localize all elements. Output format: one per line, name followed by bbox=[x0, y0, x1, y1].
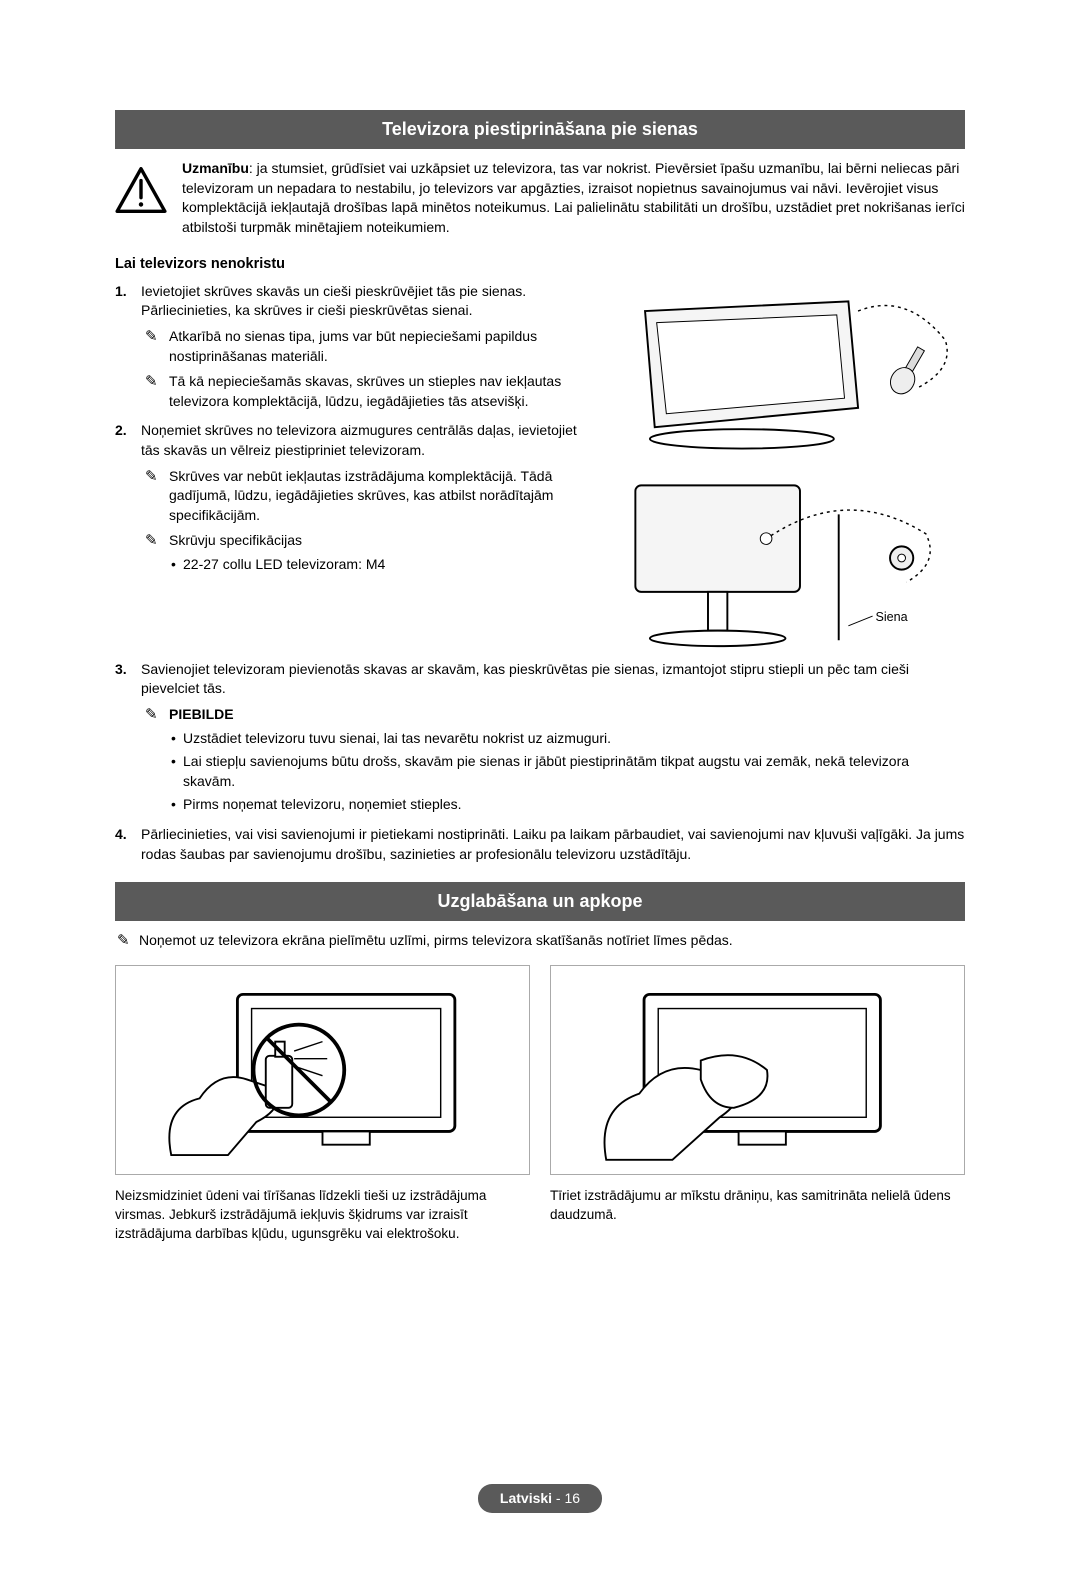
footer-page: 16 bbox=[565, 1490, 581, 1506]
caution-text: Uzmanību: ja stumsiet, grūdīsiet vai uzk… bbox=[182, 159, 965, 237]
mount-two-col: Ievietojiet skrūves skavās un cieši pies… bbox=[115, 282, 965, 660]
step-3: Savienojiet televizoram pievienotās skav… bbox=[115, 660, 965, 815]
section-header-storage: Uzglabāšana un apkope bbox=[115, 882, 965, 921]
illustration-tv-top bbox=[616, 282, 965, 456]
step-3-bullet-1: Uzstādiet televizoru tuvu sienai, lai ta… bbox=[141, 729, 965, 749]
mount-left-col: Ievietojiet skrūves skavās un cieši pies… bbox=[115, 282, 596, 660]
step-1-note-2: Tā kā nepieciešamās skavas, skrūves un s… bbox=[141, 372, 596, 411]
footer-pill: Latviski - 16 bbox=[478, 1484, 602, 1514]
illustration-tv-bottom: Siena bbox=[616, 466, 965, 660]
step-1-text: Ievietojiet skrūves skavās un cieši pies… bbox=[141, 283, 526, 319]
caution-body: : ja stumsiet, grūdīsiet vai uzkāpsiet u… bbox=[182, 160, 965, 235]
storage-caption-left: Neizsmidziniet ūdeni vai tīrīšanas līdze… bbox=[115, 1187, 530, 1244]
storage-images bbox=[115, 965, 965, 1175]
step-1: Ievietojiet skrūves skavās un cieši pies… bbox=[115, 282, 596, 412]
section-header-mount: Televizora piestiprināšana pie sienas bbox=[115, 110, 965, 149]
footer-lang: Latviski bbox=[500, 1490, 552, 1506]
caution-block: Uzmanību: ja stumsiet, grūdīsiet vai uzk… bbox=[115, 159, 965, 237]
piebilde-label: PIEBILDE bbox=[169, 706, 234, 722]
storage-note: Noņemot uz televizora ekrāna pielīmētu u… bbox=[115, 931, 965, 951]
step-4-text: Pārliecinieties, vai visi savienojumi ir… bbox=[141, 826, 964, 862]
step-2-bullet-1: 22-27 collu LED televizoram: M4 bbox=[141, 555, 596, 575]
step-3-text: Savienojiet televizoram pievienotās skav… bbox=[141, 661, 909, 697]
step-3-piebilde: PIEBILDE bbox=[141, 705, 965, 725]
storage-image-right bbox=[550, 965, 965, 1175]
page-footer: Latviski - 16 bbox=[115, 1484, 965, 1514]
step-2-text: Noņemiet skrūves no televizora aizmugure… bbox=[141, 422, 577, 458]
storage-image-left bbox=[115, 965, 530, 1175]
caution-bold: Uzmanību bbox=[182, 160, 249, 176]
storage-caption-right: Tīriet izstrādājumu ar mīkstu drāniņu, k… bbox=[550, 1187, 965, 1244]
mount-steps-list: Ievietojiet skrūves skavās un cieši pies… bbox=[115, 282, 596, 575]
step-4: Pārliecinieties, vai visi savienojumi ir… bbox=[115, 825, 965, 864]
step-3-bullet-2: Lai stiepļu savienojums būtu drošs, skav… bbox=[141, 752, 965, 791]
storage-captions: Neizsmidziniet ūdeni vai tīrīšanas līdze… bbox=[115, 1187, 965, 1244]
step-3-bullet-3: Pirms noņemat televizoru, noņemiet stiep… bbox=[141, 795, 965, 815]
step-2-note-2: Skrūvju specifikācijas bbox=[141, 531, 596, 551]
step-2: Noņemiet skrūves no televizora aizmugure… bbox=[115, 421, 596, 574]
subheading-secure: Lai televizors nenokristu bbox=[115, 254, 965, 274]
mount-right-col: Siena bbox=[616, 282, 965, 660]
wall-label: Siena bbox=[876, 610, 908, 624]
step-2-note-1: Skrūves var nebūt iekļautas izstrādājuma… bbox=[141, 467, 596, 526]
mount-steps-list-cont: Savienojiet televizoram pievienotās skav… bbox=[115, 660, 965, 864]
caution-icon bbox=[115, 167, 167, 219]
step-1-note-1: Atkarībā no sienas tipa, jums var būt ne… bbox=[141, 327, 596, 366]
